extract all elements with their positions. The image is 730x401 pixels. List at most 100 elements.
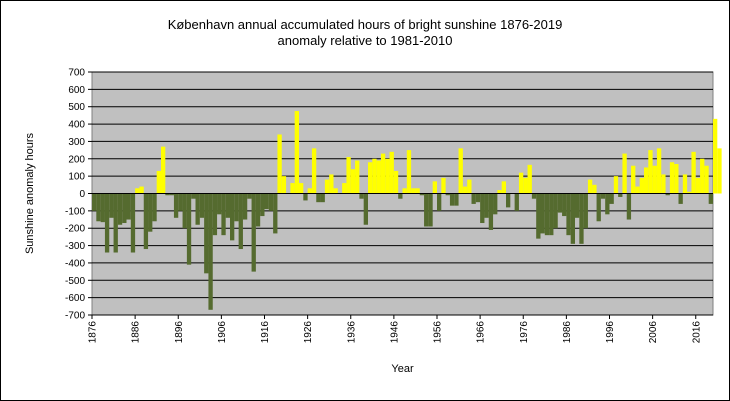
bar-1952 [419,193,425,196]
bar-1930 [324,179,330,194]
x-axis-title: Year [391,363,414,375]
bar-1898 [186,193,192,265]
bar-1928 [316,193,321,203]
bar-1954 [428,193,433,227]
bar-1911 [242,193,248,220]
bar-1916 [264,193,269,210]
bar-1997 [613,176,619,194]
bar-1922 [290,183,295,194]
x-tick-labels: 1876 1886 1896 1906 1916 1926 1936 1946 1956 1966… [88,315,702,344]
bar-2016 [695,177,701,194]
bar-1896 [178,193,183,211]
bar-2011 [674,163,679,194]
x-tick-label: 1986 [562,321,573,344]
bar-2001 [631,165,636,194]
bar-1945 [389,151,394,194]
chart-title: København annual accumulated hours of br… [167,17,563,32]
bar-1907 [225,193,230,218]
bar-1904 [212,193,218,236]
bar-1891 [156,170,161,194]
y-tick-label: 200 [68,154,85,165]
bar-1981 [544,193,550,236]
y-tick-label: 600 [68,85,85,96]
bar-1943 [380,153,386,194]
bar-1890 [152,193,157,222]
bar-2004 [644,167,649,194]
x-tick-label: 1956 [433,321,444,344]
y-tick-label: 500 [68,102,85,113]
bar-1917 [268,193,274,211]
bar-1899 [191,193,196,199]
bar-1988 [575,193,580,218]
bar-1906 [221,193,226,236]
bar-1953 [424,193,429,227]
bars [92,111,722,310]
bar-1977 [527,164,532,194]
bar-2013 [682,174,688,194]
bar-1959 [449,193,455,206]
y-tick-label: 700 [68,68,85,79]
bar-1884 [126,193,131,220]
bar-1965 [475,193,481,203]
bar-1966 [480,193,485,224]
bar-1968 [488,193,494,230]
x-tick-label: 1876 [88,321,99,344]
bar-2017 [700,158,705,194]
bar-1910 [238,193,243,250]
x-tick-label: 1936 [346,321,357,344]
bar-1998 [618,193,623,197]
bar-1883 [122,193,127,224]
bar-1880 [109,193,114,218]
bar-1908 [230,193,235,241]
bar-1994 [600,193,606,199]
bar-1923 [294,111,299,194]
bar-1948 [402,188,407,194]
bar-2003 [639,177,644,194]
bar-1995 [605,193,610,215]
bar-2006 [652,165,657,194]
bar-1925 [303,193,308,201]
bar-1941 [372,158,377,194]
y-axis-title: Sunshine anomaly hours [24,132,36,254]
bar-2014 [687,191,692,194]
bar-2007 [656,148,662,194]
bar-1920 [281,176,287,194]
bar-1972 [506,193,511,208]
bar-1887 [139,186,144,194]
bar-1902 [204,193,209,274]
bar-1984 [557,193,563,213]
bar-2019 [708,193,713,204]
bar-1940 [368,162,373,194]
bar-1893 [165,193,170,196]
bar-1982 [549,193,554,236]
bar-1956 [437,193,442,211]
bar-1918 [273,193,278,234]
bar-1967 [484,193,489,218]
bar-1986 [566,193,571,236]
bar-1963 [467,179,472,194]
y-tick-label: -700 [65,311,85,322]
bar-1882 [117,193,123,225]
x-tick-label: 2016 [691,321,702,344]
bar-1999 [622,153,627,194]
bar-2020 [713,118,718,194]
bar-1909 [234,193,239,222]
bar-1912 [247,193,252,199]
bar-1938 [359,193,364,199]
bar-1960 [454,193,459,206]
bar-1964 [471,193,476,204]
bar-1877 [96,193,101,222]
bar-1991 [587,179,593,194]
bar-1901 [199,193,205,218]
bar-1944 [385,158,390,194]
y-tick-label: 300 [68,137,85,148]
bar-1950 [411,188,416,194]
bar-2015 [691,151,696,194]
bar-2009 [665,193,670,196]
bar-1980 [540,193,545,234]
bar-1974 [514,193,519,211]
x-tick-label: 2006 [648,321,659,344]
y-tick-label: -100 [65,206,85,217]
bar-2012 [678,193,683,204]
